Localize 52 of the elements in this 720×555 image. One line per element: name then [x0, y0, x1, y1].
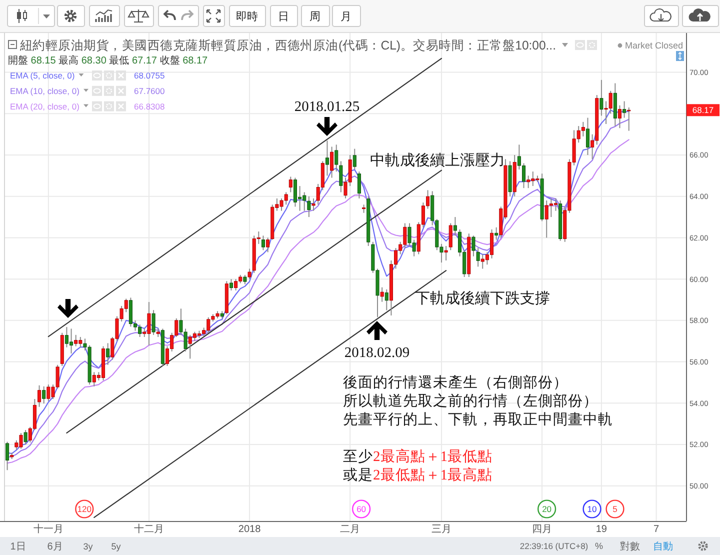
x-tick-label: 二月 [340, 524, 360, 535]
annotation: 下軌成後續下跌支撐 [415, 290, 550, 307]
period-marker: 10 [582, 500, 602, 518]
annotation: 2018.02.09 [344, 345, 410, 361]
annotation: 10 [587, 504, 597, 514]
annotation: 2最低點＋1最高點 [373, 466, 492, 484]
text: 開盤 68.15 最高 68.30 最低 67.17 收盤 68.17 [8, 54, 208, 66]
text: 1日 [10, 542, 26, 552]
text: 自動 [653, 540, 673, 552]
annotation: 後面的行情還未產生（右側部份） [343, 374, 568, 391]
text: 6月 [47, 542, 63, 552]
annotation: 68.17 [692, 105, 714, 116]
annotation: 60 [356, 504, 366, 514]
text: 即時 [236, 10, 258, 23]
annotation: Market Closed [624, 40, 683, 50]
text: 月 [340, 11, 352, 23]
text: 5y [111, 542, 122, 552]
annotation: 所以軌道先取之前的行情（左側部份） [343, 392, 598, 410]
x-tick-label: 四月 [532, 524, 552, 535]
annotation: 2最高點＋1最低點 [373, 448, 492, 465]
annotation: 中軌成後續上漲壓力 [370, 152, 505, 169]
annotation: 至少 [343, 448, 373, 465]
text: % [594, 541, 604, 551]
price-tag: 68.17 [686, 104, 720, 116]
x-tick-label: 7 [654, 524, 660, 535]
x-tick-label: 19 [596, 524, 608, 535]
text: EMA (20, close, 0) [10, 101, 80, 112]
chart-title: 紐約輕原油期貨，美國西德克薩斯輕質原油，西德州原油(代碼：CL)。交易時間：正常盤10:00... [19, 38, 568, 52]
annotation: 67.7600 [134, 86, 165, 96]
x-tick-label: 2018 [238, 524, 262, 535]
text: 周 [310, 11, 320, 23]
period-marker: 120 [75, 500, 94, 518]
text: 日 [278, 11, 289, 23]
annotation: 2018.01.25 [294, 99, 360, 115]
annotation: 66.8308 [134, 101, 165, 112]
text: 對數 [620, 540, 640, 552]
text: EMA (10, close, 0) [10, 86, 80, 96]
annotation: 或是 [343, 466, 373, 484]
x-tick-label: 十一月 [33, 523, 64, 535]
annotation: 20 [542, 504, 552, 514]
annotation: 5 [612, 504, 618, 514]
period-marker: 20 [538, 500, 556, 518]
period-marker: 5 [606, 500, 624, 518]
annotation: 120 [77, 504, 92, 514]
annotation: 先畫平行的上、下軌，再取正中間畫中軌 [343, 411, 613, 428]
x-tick-label: 三月 [431, 524, 452, 535]
annotation: 68.0755 [134, 70, 165, 80]
x-tick-label: 十二月 [134, 523, 164, 535]
text: EMA (5, close, 0) [10, 70, 75, 80]
text: 22:39:16 (UTC+8) [520, 541, 588, 551]
text: 3y [83, 542, 94, 552]
period-marker: 60 [352, 500, 371, 518]
